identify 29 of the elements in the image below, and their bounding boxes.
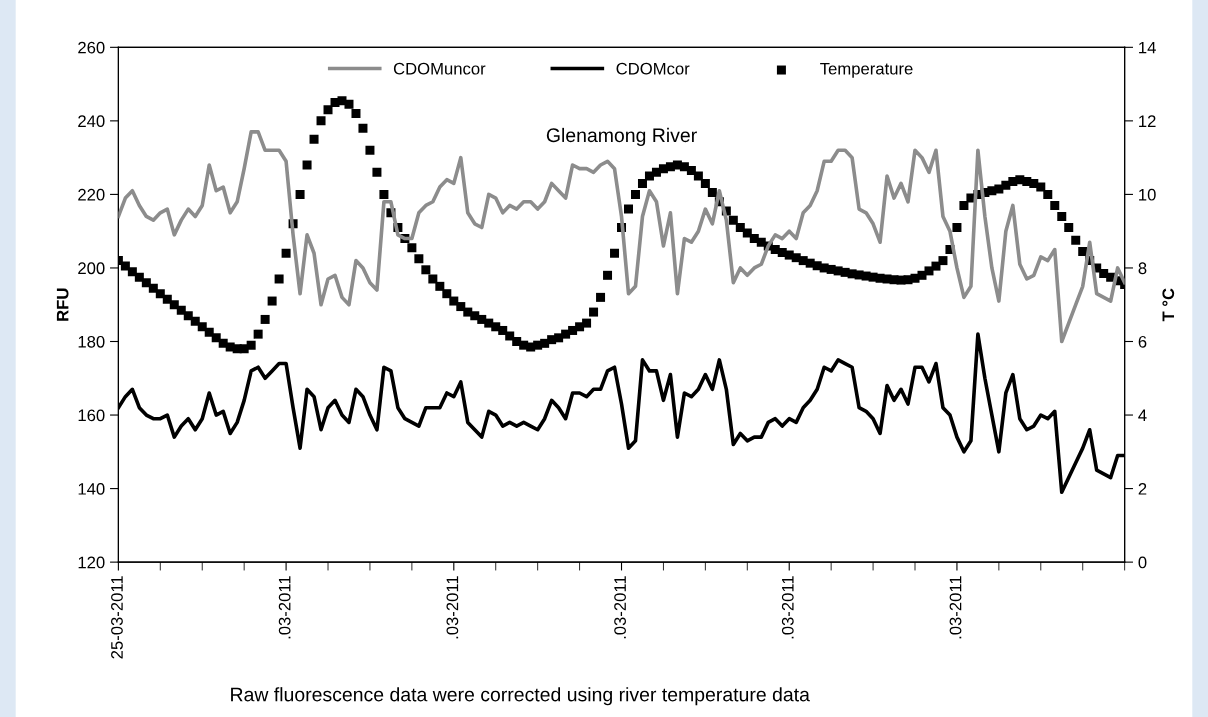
y-axis-title: RFU <box>56 288 69 321</box>
y2-tick-label: 8 <box>1138 262 1147 275</box>
legend-label: Temperature <box>820 62 913 78</box>
y-tick-label: 240 <box>78 115 105 128</box>
legend-label: CDOMcor <box>616 62 690 75</box>
x-tick-label: .03-2011 <box>446 576 459 639</box>
y2-tick-label: 2 <box>1138 482 1147 495</box>
y-tick-label: 120 <box>78 556 105 569</box>
x-tick-label: .03-2011 <box>949 576 962 639</box>
y2-tick-label: 10 <box>1139 188 1156 201</box>
x-tick-label: .03-2011 <box>614 576 626 639</box>
y2-tick-label: 14 <box>1139 41 1156 54</box>
y-tick-label: 160 <box>78 409 105 422</box>
y-tick-label: 140 <box>78 482 105 495</box>
y2-tick-label: 12 <box>1139 115 1156 127</box>
y2-tick-label: 6 <box>1138 335 1147 348</box>
x-tick-label: .03-2011 <box>278 576 291 639</box>
y2-axis-title: T °C <box>1162 288 1175 322</box>
y2-tick-label: 4 <box>1138 409 1147 422</box>
y2-tick-label: 0 <box>1138 556 1147 569</box>
y-tick-label: 220 <box>78 188 105 201</box>
text: Glenamong River <box>546 127 697 146</box>
y-tick-label: 180 <box>78 335 105 348</box>
y-tick-label: 260 <box>78 41 105 54</box>
legend-label: CDOMuncor <box>393 62 486 75</box>
x-tick-label: 25-03-2011 <box>111 576 123 659</box>
text: Raw fluorescence data were corrected using river temperature data <box>231 687 810 706</box>
y-tick-label: 200 <box>78 262 105 275</box>
x-tick-label: .03-2011 <box>781 576 794 639</box>
